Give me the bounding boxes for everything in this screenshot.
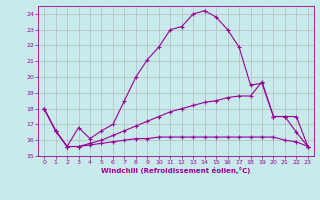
X-axis label: Windchill (Refroidissement éolien,°C): Windchill (Refroidissement éolien,°C) (101, 167, 251, 174)
